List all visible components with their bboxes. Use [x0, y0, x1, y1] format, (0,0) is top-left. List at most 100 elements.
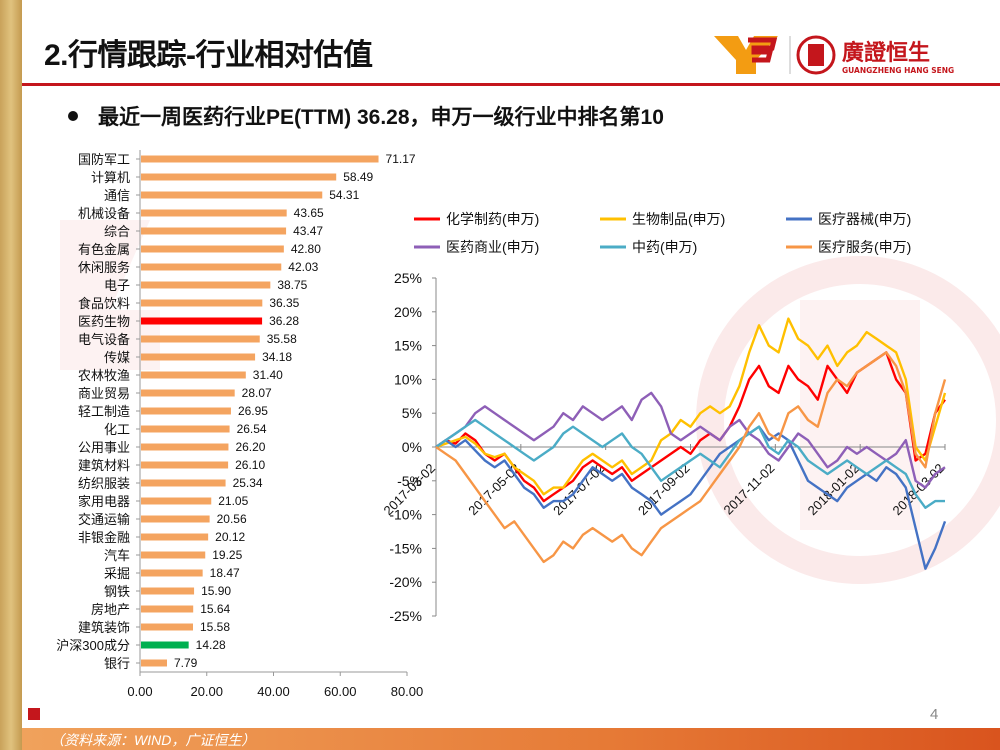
footer-red-square — [28, 708, 40, 720]
bar-沪深300成分 — [141, 641, 189, 649]
bar-房地产 — [141, 605, 194, 613]
bar-category-label: 非银金融 — [78, 530, 130, 545]
bar-category-label: 休闲服务 — [78, 260, 130, 275]
company-logo: 廣證恒生 GUANGZHENG HANG SENG — [714, 35, 954, 75]
bar-食品饮料 — [141, 299, 263, 307]
bar-value-label: 35.58 — [267, 332, 297, 346]
line-y-tick-label: -20% — [389, 574, 422, 590]
bar-category-label: 纺织服装 — [78, 476, 130, 491]
line-y-tick-label: -15% — [389, 540, 422, 556]
line-series-医疗器械(申万) — [435, 425, 947, 570]
bar-category-label: 交通运输 — [78, 512, 130, 527]
bar-value-label: 26.95 — [238, 404, 268, 418]
line-y-tick-label: 10% — [394, 371, 422, 387]
bar-x-tick-label: 40.00 — [257, 684, 290, 699]
bar-机械设备 — [141, 209, 287, 217]
bullet-icon — [68, 111, 78, 121]
bar-category-label: 采掘 — [104, 566, 130, 581]
line-y-tick-label: 25% — [394, 270, 422, 286]
bar-value-label: 19.25 — [212, 548, 242, 562]
bar-value-label: 43.65 — [294, 206, 324, 220]
bar-有色金属 — [141, 245, 284, 253]
line-y-tick-label: 15% — [394, 338, 422, 354]
title-underline — [22, 83, 1000, 86]
bar-category-label: 钢铁 — [104, 584, 130, 599]
bar-category-label: 沪深300成分 — [56, 638, 130, 653]
bar-category-label: 房地产 — [91, 602, 130, 617]
bar-value-label: 20.56 — [217, 512, 247, 526]
legend-label: 化学制药(申万) — [446, 211, 539, 227]
line-y-tick-label: 5% — [402, 405, 422, 421]
bar-category-label: 国防军工 — [78, 152, 130, 167]
bar-电子 — [141, 281, 271, 289]
bar-value-label: 15.58 — [200, 620, 230, 634]
bar-category-label: 建筑材料 — [78, 458, 130, 473]
bullet-text: 最近一周医药行业PE(TTM) 36.28，申万一级行业中排名第10 — [98, 106, 664, 129]
bar-化工 — [141, 425, 230, 433]
bar-category-label: 银行 — [104, 656, 130, 671]
bar-传媒 — [141, 353, 256, 361]
bar-value-label: 26.54 — [237, 422, 267, 436]
bar-value-label: 20.12 — [215, 530, 245, 544]
bar-公用事业 — [141, 443, 229, 451]
legend-label: 医疗服务(申万) — [818, 239, 911, 255]
bar-category-label: 综合 — [104, 224, 130, 239]
line-series-医药商业(申万) — [435, 391, 946, 489]
line-y-tick-label: -25% — [389, 608, 422, 624]
legend-label: 医疗器械(申万) — [818, 211, 911, 227]
bar-农林牧渔 — [141, 371, 246, 379]
bar-商业贸易 — [141, 389, 235, 397]
bar-category-label: 农林牧渔 — [78, 368, 130, 383]
bar-家用电器 — [141, 497, 212, 505]
line-y-tick-label: -10% — [389, 507, 422, 523]
bar-value-label: 26.20 — [235, 440, 265, 454]
bar-category-label: 电气设备 — [78, 332, 130, 347]
bar-value-label: 71.17 — [386, 152, 416, 166]
bar-category-label: 建筑装饰 — [78, 620, 130, 635]
bar-value-label: 58.49 — [343, 170, 373, 184]
bar-value-label: 14.28 — [196, 638, 226, 652]
bar-category-label: 通信 — [104, 188, 130, 203]
footer-bar — [22, 728, 1000, 750]
bar-银行 — [141, 659, 167, 667]
bar-category-label: 家用电器 — [78, 494, 130, 509]
bar-value-label: 18.47 — [210, 566, 240, 580]
bar-category-label: 医药生物 — [78, 314, 130, 329]
bar-value-label: 36.28 — [269, 314, 299, 328]
bar-category-label: 计算机 — [91, 170, 130, 185]
bar-category-label: 食品饮料 — [78, 296, 130, 311]
bar-医药生物 — [141, 317, 263, 325]
line-series-中药(申万) — [435, 418, 945, 509]
bar-value-label: 21.05 — [218, 494, 248, 508]
bar-x-tick-label: 80.00 — [391, 684, 424, 699]
bar-x-tick-label: 60.00 — [324, 684, 357, 699]
bar-value-label: 54.31 — [329, 188, 359, 202]
bar-建筑装饰 — [141, 623, 193, 631]
bar-钢铁 — [141, 587, 195, 595]
line-series-医疗服务(申万) — [435, 351, 947, 564]
line-y-tick-label: 20% — [394, 304, 422, 320]
legend-label: 中药(申万) — [632, 239, 697, 255]
bar-value-label: 15.90 — [201, 584, 231, 598]
bar-value-label: 15.64 — [200, 602, 230, 616]
bar-category-label: 电子 — [104, 278, 130, 293]
footer-source: （资料来源：WIND，广证恒生） — [50, 732, 256, 748]
bar-category-label: 商业贸易 — [78, 386, 130, 401]
legend-label: 生物制品(申万) — [632, 211, 725, 227]
bar-国防军工 — [141, 155, 379, 163]
bar-电气设备 — [141, 335, 260, 343]
bar-category-label: 有色金属 — [78, 242, 130, 257]
bar-category-label: 化工 — [104, 422, 130, 437]
bar-汽车 — [141, 551, 206, 559]
logo-cn: 廣證恒生 — [842, 40, 930, 66]
bar-x-tick-label: 0.00 — [127, 684, 152, 699]
logo-en: GUANGZHENG HANG SENG — [842, 66, 954, 75]
line-y-tick-label: 0% — [402, 439, 422, 455]
line-x-tick-label: 2017-11-02 — [720, 461, 777, 518]
slide-title: 2.行情跟踪-行业相对估值 — [44, 39, 373, 72]
bar-value-label: 25.34 — [233, 476, 263, 490]
bar-value-label: 43.47 — [293, 224, 323, 238]
bar-纺织服装 — [141, 479, 226, 487]
bar-category-label: 机械设备 — [78, 206, 130, 221]
